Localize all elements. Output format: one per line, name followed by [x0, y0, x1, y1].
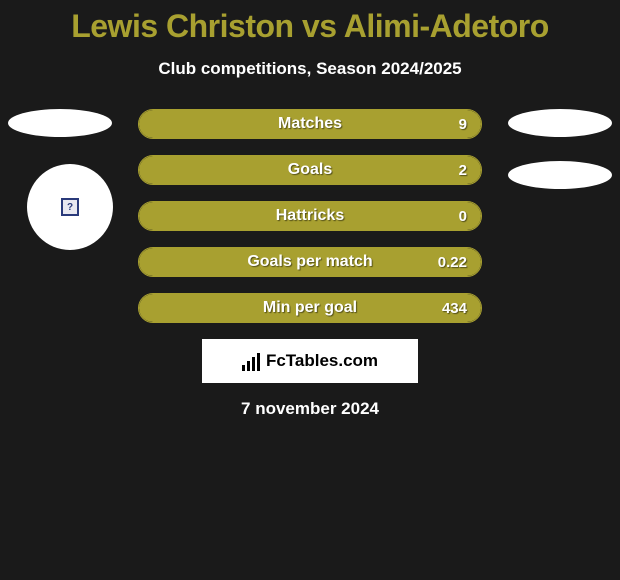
page-subtitle: Club competitions, Season 2024/2025 — [0, 59, 620, 79]
player-avatar: ? — [27, 164, 113, 250]
player-left-placeholder-1 — [8, 109, 112, 137]
stat-label: Hattricks — [139, 202, 481, 230]
comparison-content: ? Matches 9 Goals 2 Hattricks 0 Goals pe… — [0, 109, 620, 419]
player-right-placeholder-2 — [508, 161, 612, 189]
stat-value: 2 — [459, 156, 467, 184]
stat-label: Min per goal — [139, 294, 481, 322]
stat-row-matches: Matches 9 — [138, 109, 482, 139]
date-text: 7 november 2024 — [0, 399, 620, 419]
stat-row-hattricks: Hattricks 0 — [138, 201, 482, 231]
stat-label: Matches — [139, 110, 481, 138]
avatar-placeholder-icon: ? — [61, 198, 79, 216]
stat-label: Goals per match — [139, 248, 481, 276]
stat-value: 0 — [459, 202, 467, 230]
stat-label: Goals — [139, 156, 481, 184]
stat-bars: Matches 9 Goals 2 Hattricks 0 Goals per … — [138, 109, 482, 323]
stat-row-min-per-goal: Min per goal 434 — [138, 293, 482, 323]
stat-row-goals: Goals 2 — [138, 155, 482, 185]
player-right-placeholder-1 — [508, 109, 612, 137]
logo-text: FcTables.com — [266, 351, 378, 371]
stat-row-goals-per-match: Goals per match 0.22 — [138, 247, 482, 277]
logo-chart-icon — [242, 351, 260, 371]
page-title: Lewis Christon vs Alimi-Adetoro — [0, 0, 620, 45]
fctables-logo[interactable]: FcTables.com — [202, 339, 418, 383]
stat-value: 9 — [459, 110, 467, 138]
stat-value: 0.22 — [438, 248, 467, 276]
stat-value: 434 — [442, 294, 467, 322]
